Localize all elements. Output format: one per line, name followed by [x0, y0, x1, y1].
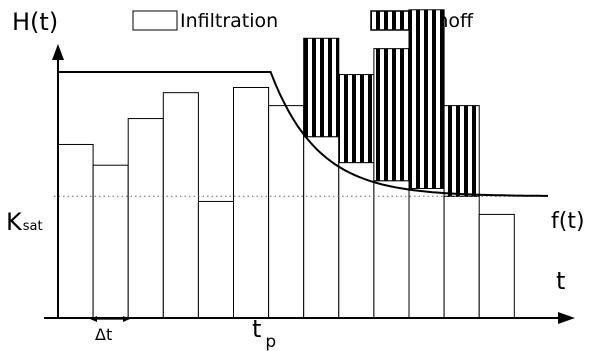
rainfall-bars: [57, 9, 515, 319]
x-axis-arrowhead: [558, 312, 575, 324]
legend-runoff-swatch: [370, 10, 411, 31]
delta-t-label: Δt: [95, 325, 112, 344]
infiltration-bar: [233, 86, 270, 319]
infiltration-capacity-curve: [58, 70, 548, 197]
infiltration-bar: [338, 162, 375, 319]
runoff-bar: [408, 9, 445, 190]
infiltration-bar: [57, 143, 94, 319]
runoff-bar: [303, 37, 340, 138]
infiltration-bar: [92, 164, 129, 319]
legend-infiltration-swatch: [132, 10, 178, 31]
y-axis-arrowhead: [52, 44, 64, 60]
infiltration-bar: [373, 180, 410, 319]
infiltration-bar: [268, 105, 305, 319]
axes: [44, 44, 575, 324]
delta-t-arrowhead-right: [123, 316, 130, 322]
infiltration-bar: [197, 200, 234, 319]
delta-t-arrowhead-left: [90, 316, 97, 322]
legend-infiltration-label: Infiltration: [180, 10, 278, 32]
runoff-bar: [338, 74, 375, 164]
infiltration-bar: [478, 213, 515, 319]
infiltration-bar: [443, 195, 480, 319]
capacity-curve-label: f(t): [551, 209, 585, 234]
y-axis-label: H(t): [12, 8, 58, 36]
runoff-bar: [373, 48, 410, 182]
infiltration-bar: [162, 92, 199, 319]
infiltration-bar: [408, 188, 445, 319]
delta-t-marker: Δt: [90, 316, 130, 344]
infiltration-bar: [127, 118, 164, 319]
runoff-bar: [443, 105, 480, 197]
ksat-label: Ksat: [6, 208, 43, 236]
x-axis-label: t: [556, 267, 565, 295]
